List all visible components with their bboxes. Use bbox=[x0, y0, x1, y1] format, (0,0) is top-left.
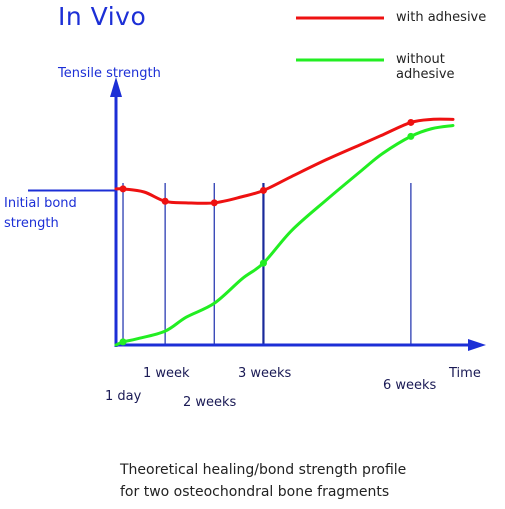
x-tick-2-weeks: 2 weeks bbox=[183, 395, 237, 410]
legend-label-without-adhesive: without adhesive bbox=[396, 52, 455, 82]
series-marker-with-adhesive-1 bbox=[119, 185, 127, 193]
series-marker-with-adhesive-3 bbox=[210, 199, 218, 207]
figure-caption: Theoretical healing/bond strength profil… bbox=[120, 459, 490, 503]
x-axis-label: Time bbox=[449, 366, 481, 381]
caption-line-1: Theoretical healing/bond strength profil… bbox=[120, 462, 407, 478]
x-tick-6-weeks: 6 weeks bbox=[383, 378, 437, 393]
x-axis-arrow bbox=[468, 339, 486, 351]
series-marker-without-adhesive-1 bbox=[119, 338, 127, 346]
y-axis-arrow bbox=[110, 77, 122, 97]
series-marker-without-adhesive-2 bbox=[259, 259, 267, 267]
x-tick-1-day: 1 day bbox=[105, 389, 142, 404]
x-tick-1-week: 1 week bbox=[143, 366, 190, 381]
chart-title: In Vivo bbox=[58, 2, 147, 31]
series-marker-without-adhesive-3 bbox=[407, 132, 415, 140]
series-marker-with-adhesive-4 bbox=[259, 186, 267, 194]
reference-label: Initial bond strength bbox=[4, 196, 77, 231]
legend-label-with-adhesive: with adhesive bbox=[396, 10, 487, 25]
caption-line-2: for two osteochondral bone fragments bbox=[120, 484, 390, 500]
y-axis-label: Tensile strength bbox=[58, 66, 161, 81]
series-marker-with-adhesive-2 bbox=[161, 197, 169, 205]
x-tick-3-weeks: 3 weeks bbox=[238, 366, 292, 381]
series-line-with-adhesive bbox=[114, 117, 455, 205]
series-marker-with-adhesive-5 bbox=[407, 118, 415, 126]
series-line-without-adhesive bbox=[114, 124, 455, 347]
